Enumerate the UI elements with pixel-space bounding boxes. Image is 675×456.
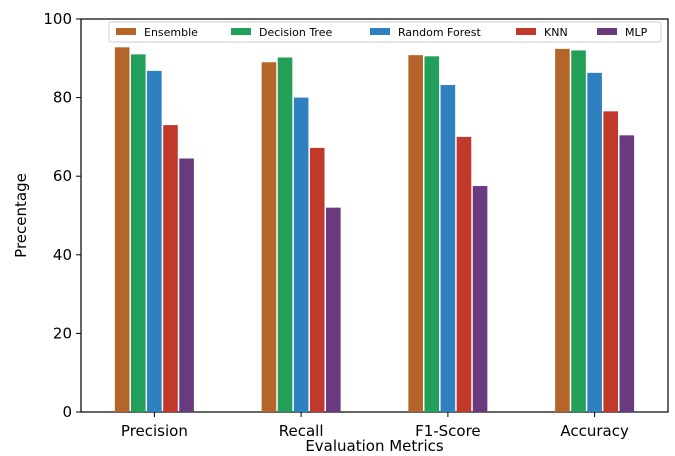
x-tick-label: Recall: [279, 422, 324, 440]
legend-swatch-decision-tree: [231, 28, 251, 35]
bar-ensemble-accuracy: [555, 48, 570, 413]
bar-mlp-accuracy: [619, 135, 635, 412]
plot-frame: [80, 18, 669, 413]
bar-decision-tree-accuracy: [571, 50, 586, 412]
bar-knn-f1-score: [456, 136, 472, 412]
y-tick-label: 0: [62, 403, 72, 421]
x-axis: Precision Recall F1-Score Accuracy: [121, 412, 629, 440]
y-tick-label: 60: [53, 167, 72, 185]
bar-random-forest-accuracy: [587, 72, 602, 412]
legend-swatch-random-forest: [370, 28, 390, 35]
bar-mlp-f1-score: [472, 186, 488, 412]
bar-random-forest-precision: [147, 70, 162, 412]
plot-border: [80, 18, 669, 413]
x-axis-title: Evaluation Metrics: [305, 437, 444, 455]
y-tick-label: 20: [53, 324, 72, 342]
bar-ensemble-f1-score: [408, 55, 423, 412]
bar-knn-accuracy: [603, 111, 619, 413]
bar-mlp-precision: [179, 158, 194, 412]
legend-label-decision-tree: Decision Tree: [259, 26, 332, 39]
x-tick-label: Accuracy: [560, 422, 629, 440]
bar-random-forest-recall: [293, 97, 309, 412]
legend-swatch-knn: [516, 28, 536, 35]
bar-knn-recall: [309, 147, 325, 412]
legend-swatch-ensemble: [116, 28, 136, 35]
bar-ensemble-recall: [261, 62, 277, 412]
legend-label-ensemble: Ensemble: [144, 26, 198, 39]
legend-label-mlp: MLP: [625, 26, 648, 39]
bar-decision-tree-recall: [277, 57, 293, 412]
bar-knn-precision: [163, 125, 178, 413]
y-axis-title: Precentage: [12, 173, 30, 258]
x-tick-label: F1-Score: [415, 422, 481, 440]
y-tick-label: 80: [53, 89, 72, 107]
x-tick-label: Precision: [121, 422, 188, 440]
bars: [114, 47, 635, 413]
bar-random-forest-f1-score: [440, 85, 456, 413]
legend-label-random-forest: Random Forest: [398, 26, 481, 39]
bar-mlp-recall: [326, 207, 341, 412]
y-tick-label: 100: [43, 10, 72, 28]
bar-ensemble-precision: [114, 47, 130, 413]
y-tick-label: 40: [53, 246, 72, 264]
bar-decision-tree-precision: [130, 54, 146, 413]
legend-swatch-mlp: [597, 28, 617, 35]
legend: Ensemble Decision Tree Random Forest KNN MLP: [108, 21, 662, 43]
legend-label-knn: KNN: [544, 26, 568, 39]
y-axis: 0 20 40 60 80 100: [43, 10, 81, 421]
bar-decision-tree-f1-score: [424, 56, 440, 412]
